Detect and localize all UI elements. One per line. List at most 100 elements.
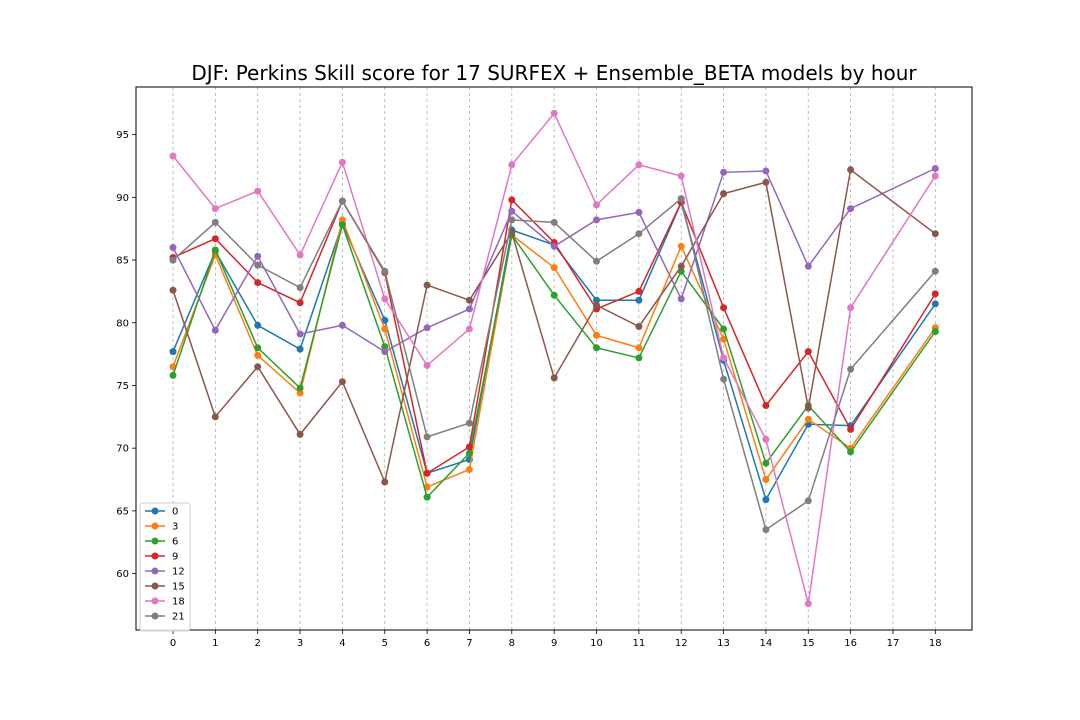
- data-point: [381, 325, 389, 333]
- series-line-21: [172, 197, 936, 531]
- data-point: [508, 161, 516, 169]
- data-point: [677, 195, 685, 203]
- data-point: [423, 324, 431, 332]
- data-point: [804, 497, 812, 505]
- legend-marker: [151, 552, 159, 560]
- data-point: [720, 354, 728, 362]
- data-point: [338, 158, 346, 166]
- data-point: [296, 345, 304, 353]
- x-tick-label: 15: [802, 638, 815, 649]
- data-point: [593, 296, 600, 304]
- data-point: [720, 304, 728, 312]
- data-point: [762, 178, 770, 186]
- data-point: [338, 216, 346, 224]
- legend-marker: [151, 582, 159, 590]
- data-point: [169, 256, 177, 264]
- data-point: [254, 344, 262, 352]
- data-point: [381, 267, 389, 275]
- legend-marker: [151, 522, 159, 530]
- data-point: [762, 167, 770, 175]
- data-point: [931, 172, 939, 180]
- y-tick-label: 90: [116, 193, 129, 204]
- series-line-6: [172, 222, 936, 499]
- series-line-15: [172, 168, 936, 485]
- data-point: [381, 348, 389, 356]
- data-point: [550, 242, 558, 250]
- data-point: [296, 330, 304, 338]
- data-point: [508, 196, 516, 204]
- y-tick-label: 70: [116, 444, 129, 455]
- data-point: [847, 166, 855, 174]
- data-point: [804, 600, 812, 608]
- data-point: [931, 290, 939, 298]
- data-point: [847, 304, 855, 312]
- data-point: [550, 109, 558, 117]
- x-tick-label: 5: [382, 638, 388, 649]
- legend-label: 3: [172, 522, 178, 533]
- data-point: [635, 287, 643, 295]
- data-point: [254, 252, 262, 260]
- data-point: [169, 348, 177, 356]
- data-point: [465, 296, 473, 304]
- y-tick-label: 65: [116, 506, 129, 517]
- data-point: [847, 425, 855, 433]
- data-point: [296, 299, 304, 307]
- data-point: [931, 267, 939, 275]
- legend-marker: [151, 597, 159, 605]
- data-point: [254, 261, 262, 269]
- data-point: [381, 343, 389, 351]
- legend-marker: [151, 612, 159, 620]
- data-point: [381, 316, 389, 324]
- data-point: [296, 384, 304, 392]
- series-line-0: [172, 200, 936, 502]
- series-line-18: [172, 111, 936, 604]
- data-point: [804, 348, 812, 356]
- data-point: [635, 230, 643, 238]
- data-point: [169, 371, 177, 379]
- data-point: [423, 433, 431, 441]
- data-point: [550, 218, 558, 226]
- y-tick-label: 80: [116, 318, 129, 329]
- x-tick-label: 16: [844, 638, 857, 649]
- data-point: [169, 152, 177, 160]
- legend-label: 18: [172, 597, 185, 608]
- y-tick-label: 95: [116, 130, 129, 141]
- data-point: [254, 351, 262, 359]
- x-tick-label: 12: [675, 638, 688, 649]
- data-point: [211, 205, 219, 213]
- x-tick-label: 3: [297, 638, 303, 649]
- data-point: [762, 402, 770, 409]
- data-point: [762, 435, 770, 443]
- series-lines: [169, 109, 939, 608]
- y-tick-label: 75: [116, 381, 129, 392]
- data-point: [677, 172, 685, 180]
- data-point: [593, 216, 600, 224]
- data-point: [338, 197, 346, 205]
- data-point: [211, 413, 219, 421]
- data-point: [508, 216, 516, 224]
- data-point: [847, 205, 855, 213]
- data-point: [593, 331, 600, 339]
- data-point: [465, 466, 473, 473]
- data-point: [931, 165, 939, 172]
- data-point: [381, 478, 389, 486]
- data-point: [465, 305, 473, 313]
- data-point: [593, 257, 600, 265]
- data-point: [423, 281, 431, 289]
- data-point: [338, 221, 346, 229]
- data-point: [720, 335, 728, 343]
- data-point: [169, 244, 177, 251]
- x-tick-label: 9: [551, 638, 557, 649]
- data-point: [677, 262, 685, 270]
- data-point: [593, 344, 600, 352]
- data-point: [423, 493, 431, 501]
- legend-label: 15: [172, 582, 185, 593]
- x-tick-label: 2: [255, 638, 261, 649]
- legend: 0 3 6 9 12 15 18 21: [139, 502, 191, 632]
- data-point: [338, 321, 346, 329]
- legend-label: 21: [172, 612, 185, 623]
- legend-label: 0: [172, 507, 178, 518]
- data-point: [593, 201, 600, 209]
- data-point: [254, 363, 262, 371]
- legend-label: 9: [172, 552, 178, 563]
